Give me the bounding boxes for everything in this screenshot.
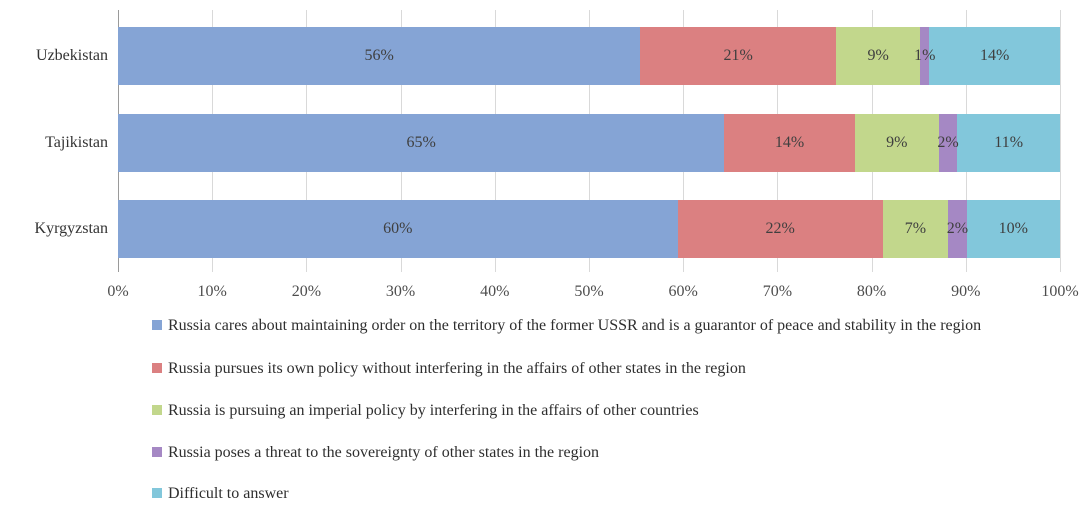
bar-segment: 60%	[118, 200, 678, 258]
legend-label: Russia poses a threat to the sovereignty…	[168, 444, 600, 461]
bar-value-label: 21%	[723, 47, 753, 64]
bar-segment: 10%	[966, 200, 1060, 258]
bar-value-label: 2%	[937, 134, 959, 151]
bar-value-label: 11%	[994, 134, 1024, 151]
category-label: Tajikistan	[45, 134, 108, 151]
bar-segment: 65%	[118, 114, 725, 172]
x-axis-tick-label: 0%	[107, 283, 129, 300]
legend-swatch	[152, 363, 162, 373]
bar-segment: 22%	[677, 200, 883, 258]
legend-label: Russia cares about maintaining order on …	[168, 317, 982, 334]
bar-value-label: 22%	[765, 220, 795, 237]
bar-row-uzbekistan: 56% 21% 9% 1% 14%	[118, 27, 1060, 85]
bar-value-label: 14%	[774, 134, 805, 151]
bar-segment: 1%	[914, 27, 935, 85]
bar-segment: 9%	[854, 114, 939, 172]
legend-label: Russia pursues its own policy without in…	[168, 360, 746, 377]
x-axis-tick-label: 90%	[951, 283, 981, 300]
x-axis-tick-label: 30%	[385, 283, 416, 300]
bar-row-tajikistan: 65% 14% 9% 2% 11%	[118, 114, 1060, 172]
legend-swatch	[152, 320, 162, 330]
legend-item: Difficult to answer	[152, 485, 289, 503]
x-axis-tick-label: 20%	[291, 283, 322, 300]
x-axis-tick-label: 100%	[1041, 283, 1079, 300]
plot-area: 56% 21% 9% 1% 14% 65% 14% 9% 2% 11% 60% 22% 7% 2% 10%	[118, 10, 1061, 272]
legend-item: Russia cares about maintaining order on …	[152, 317, 981, 335]
legend-item: Russia pursues its own policy without in…	[152, 360, 746, 378]
x-axis-tick-label: 80%	[856, 283, 887, 300]
gridline	[1060, 10, 1061, 272]
legend-item: Russia poses a threat to the sovereignty…	[152, 444, 599, 462]
bar-segment: 14%	[724, 114, 855, 172]
bar-value-label: 1%	[914, 47, 936, 64]
bar-value-label: 7%	[904, 220, 927, 237]
bar-segment: 56%	[118, 27, 641, 85]
legend-label: Difficult to answer	[168, 485, 289, 502]
bar-value-label: 9%	[867, 47, 889, 64]
bar-value-label: 56%	[364, 47, 394, 64]
bar-segment: 7%	[882, 200, 949, 258]
legend-item: Russia is pursuing an imperial policy by…	[152, 402, 699, 420]
category-label: Uzbekistan	[36, 47, 108, 64]
bar-value-label: 65%	[406, 134, 436, 151]
legend-swatch	[152, 488, 162, 498]
x-axis-tick-label: 10%	[197, 283, 227, 300]
bar-row-kyrgyzstan: 60% 22% 7% 2% 10%	[118, 200, 1060, 258]
x-axis-tick-label: 70%	[762, 283, 793, 300]
bar-value-label: 2%	[946, 220, 969, 237]
bar-segment: 14%	[929, 27, 1060, 85]
x-axis-tick-label: 50%	[574, 283, 604, 300]
bar-segment: 9%	[836, 27, 921, 85]
category-label: Kyrgyzstan	[34, 220, 108, 237]
bar-segment: 2%	[937, 114, 959, 172]
x-axis-tick-label: 40%	[480, 283, 510, 300]
legend-label: Russia is pursuing an imperial policy by…	[168, 402, 699, 419]
bar-segment: 2%	[946, 200, 969, 258]
x-axis-tick-label: 60%	[668, 283, 698, 300]
bar-value-label: 9%	[886, 134, 908, 151]
bar-segment: 11%	[957, 114, 1060, 172]
bar-value-label: 14%	[980, 47, 1010, 64]
legend-swatch	[152, 447, 162, 457]
bar-segment: 21%	[640, 27, 837, 85]
legend-swatch	[152, 405, 162, 415]
bar-value-label: 10%	[998, 220, 1028, 237]
bar-value-label: 60%	[383, 220, 413, 237]
